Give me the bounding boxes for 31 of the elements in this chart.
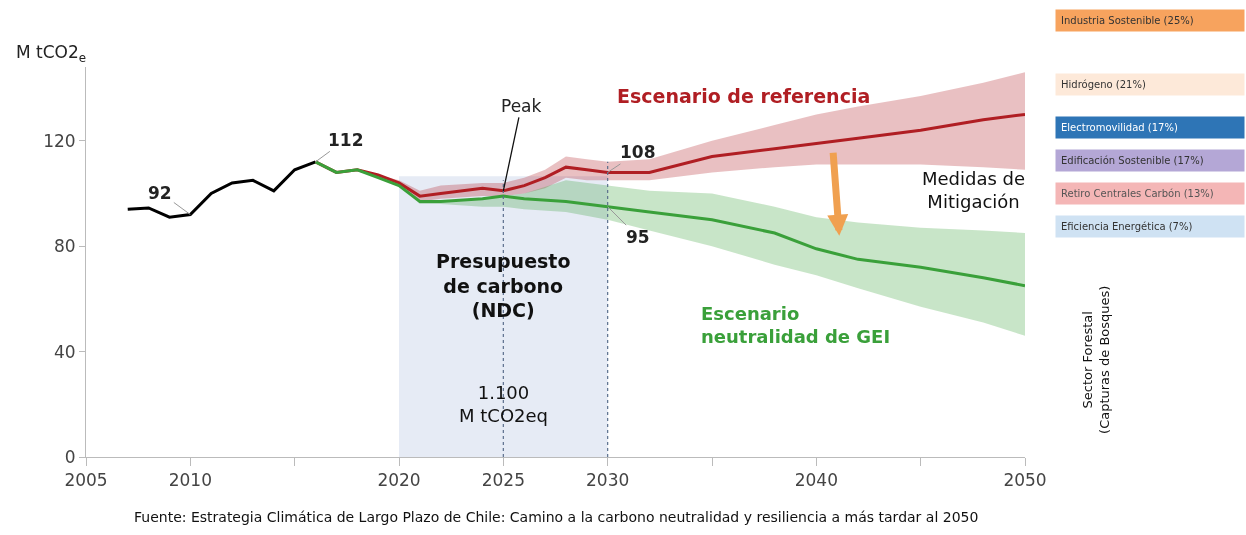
x-tick-label: 2030 bbox=[586, 470, 630, 491]
band-label: Presupuesto de carbono (NDC) bbox=[436, 250, 571, 322]
y-tick-label: 80 bbox=[53, 236, 76, 257]
annotation: 112 bbox=[328, 130, 364, 150]
annotation: 92 bbox=[148, 183, 172, 203]
annotation: Medidas de Mitigación bbox=[922, 168, 1026, 213]
annotation: 108 bbox=[620, 142, 656, 162]
y-tick-label: 0 bbox=[64, 446, 76, 467]
text: Hidrógeno (21%) bbox=[1061, 79, 1153, 90]
y-axis-title: M tCO2$_{e}$ bbox=[16, 42, 87, 65]
series-label: Escenario de referencia bbox=[617, 85, 871, 107]
text: Retiro Centrales Carbón (13%) bbox=[1061, 188, 1221, 199]
text: Edificación Sostenible (17%) bbox=[1061, 155, 1210, 166]
text: Electromovilidad (17%) bbox=[1061, 122, 1185, 133]
line-series bbox=[126, 160, 318, 219]
y-tick-label: 40 bbox=[53, 341, 76, 362]
x-tick-label: 2010 bbox=[168, 470, 212, 491]
annotation: 1.100 M tCO2eq bbox=[459, 382, 548, 427]
x-tick-label: 2020 bbox=[377, 470, 421, 491]
annotation: 95 bbox=[626, 227, 650, 247]
source-note: Fuente: Estrategia Climática de Largo Plazo de Chile: Camino a la carbono neutralidad y resiliencia a más tardar al 2050 bbox=[134, 509, 979, 525]
x-tick-label: 2005 bbox=[64, 470, 108, 491]
y-tick-label: 120 bbox=[43, 130, 76, 151]
x-tick-label: 2025 bbox=[481, 470, 525, 491]
x-tick-label: 2050 bbox=[1003, 470, 1047, 491]
x-tick-label: 2040 bbox=[794, 470, 838, 491]
text: Sector Forestal (Capturas de Bosques) bbox=[1079, 285, 1112, 434]
text: Eficiencia Energética (7%) bbox=[1061, 221, 1199, 232]
text: Escenario neutralidad de GEI bbox=[701, 303, 891, 348]
annotation: Peak bbox=[501, 96, 542, 116]
text: Industria Sostenible (25%) bbox=[1061, 15, 1201, 26]
